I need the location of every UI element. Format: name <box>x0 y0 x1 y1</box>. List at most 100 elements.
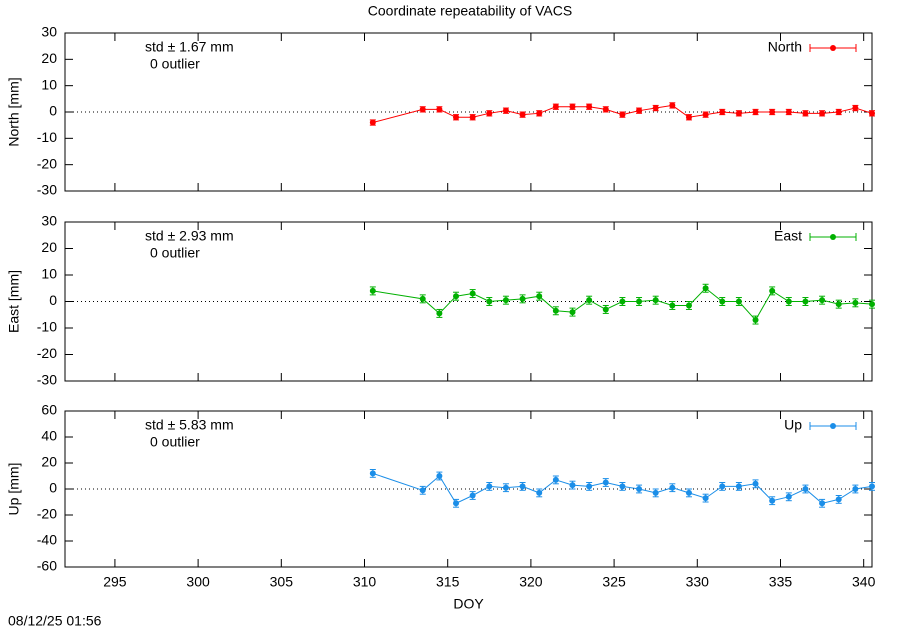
data-point <box>752 317 759 324</box>
data-point <box>802 110 809 117</box>
y-tick-label: -30 <box>37 182 57 198</box>
data-point <box>685 114 692 121</box>
data-point <box>569 482 576 489</box>
data-point <box>652 105 659 112</box>
y-tick-label: 0 <box>49 103 57 119</box>
data-point <box>419 295 426 302</box>
data-point <box>852 299 859 306</box>
y-tick-label: -30 <box>37 372 57 388</box>
y-tick-label: 20 <box>41 50 57 66</box>
timestamp: 08/12/25 01:56 <box>8 613 102 629</box>
data-point <box>436 473 443 479</box>
data-point <box>619 483 626 490</box>
data-point <box>702 285 709 292</box>
data-point <box>586 103 593 110</box>
data-point <box>869 110 875 117</box>
data-point <box>785 493 792 500</box>
data-point <box>819 297 826 304</box>
x-tick-label: 340 <box>852 574 876 590</box>
data-point <box>785 298 792 305</box>
data-point <box>769 497 776 504</box>
std-annotation: std ± 1.67 mm <box>145 39 234 55</box>
data-point <box>636 107 643 114</box>
x-tick-label: 300 <box>186 574 210 590</box>
data-point <box>502 484 509 491</box>
data-point <box>835 496 842 503</box>
data-point <box>602 106 609 113</box>
data-point <box>419 487 426 494</box>
y-tick-label: -20 <box>37 345 57 361</box>
data-point <box>502 107 509 114</box>
data-point <box>735 483 742 490</box>
x-tick-label: 315 <box>436 574 460 590</box>
y-tick-label: -10 <box>37 129 57 145</box>
data-point <box>735 298 742 305</box>
data-point <box>719 483 726 490</box>
data-point <box>586 483 593 490</box>
x-tick-label: 330 <box>686 574 710 590</box>
data-point <box>536 489 543 496</box>
data-point <box>436 106 443 113</box>
data-point <box>552 103 559 110</box>
legend-label: East <box>774 228 802 244</box>
data-point <box>569 309 576 316</box>
data-point <box>702 495 709 502</box>
data-point <box>802 298 809 305</box>
data-point <box>752 109 759 115</box>
data-point <box>652 297 659 304</box>
data-point <box>869 301 875 308</box>
y-tick-label: 20 <box>41 454 57 470</box>
data-point <box>469 290 476 297</box>
data-point <box>519 483 526 490</box>
data-point <box>669 302 676 309</box>
x-axis-label: DOY <box>453 596 484 612</box>
data-point <box>569 103 576 110</box>
legend-label: North <box>768 39 802 55</box>
data-point <box>802 486 809 492</box>
data-point <box>419 106 426 113</box>
y-tick-label: -20 <box>37 155 57 171</box>
data-point <box>685 302 692 309</box>
data-point <box>669 484 676 491</box>
data-point <box>785 109 792 115</box>
data-point <box>453 500 460 507</box>
y-tick-label: -10 <box>37 319 57 335</box>
data-point <box>453 114 460 121</box>
x-tick-label: 325 <box>602 574 626 590</box>
y-axis-label: East [mm] <box>6 270 22 333</box>
data-point <box>619 298 626 305</box>
data-point <box>719 109 726 115</box>
data-point <box>536 293 543 300</box>
legend-label: Up <box>784 417 802 433</box>
y-tick-label: 10 <box>41 76 57 92</box>
y-tick-label: -40 <box>37 532 57 548</box>
outlier-annotation: 0 outlier <box>150 56 200 72</box>
y-tick-label: 10 <box>41 266 57 282</box>
y-tick-label: 0 <box>49 292 57 308</box>
data-point <box>502 297 509 304</box>
y-tick-label: 30 <box>41 213 57 229</box>
data-point <box>636 298 643 305</box>
data-point <box>552 307 559 314</box>
data-point <box>436 310 443 317</box>
y-axis-label: Up [mm] <box>6 463 22 516</box>
y-axis-label: North [mm] <box>6 77 22 146</box>
data-point <box>719 298 726 305</box>
data-point <box>702 111 709 118</box>
data-point <box>536 110 543 117</box>
data-point <box>819 110 826 117</box>
data-point <box>835 301 842 308</box>
x-tick-label: 320 <box>519 574 543 590</box>
outlier-annotation: 0 outlier <box>150 434 200 450</box>
data-point <box>586 297 593 304</box>
data-point <box>469 492 476 499</box>
legend-marker <box>830 45 836 51</box>
y-tick-label: 30 <box>41 24 57 40</box>
data-point <box>819 500 826 507</box>
data-point <box>852 486 859 492</box>
outlier-annotation: 0 outlier <box>150 245 200 261</box>
data-point <box>669 102 676 109</box>
chart-title: Coordinate repeatability of VACS <box>368 3 572 19</box>
y-tick-label: 0 <box>49 480 57 496</box>
